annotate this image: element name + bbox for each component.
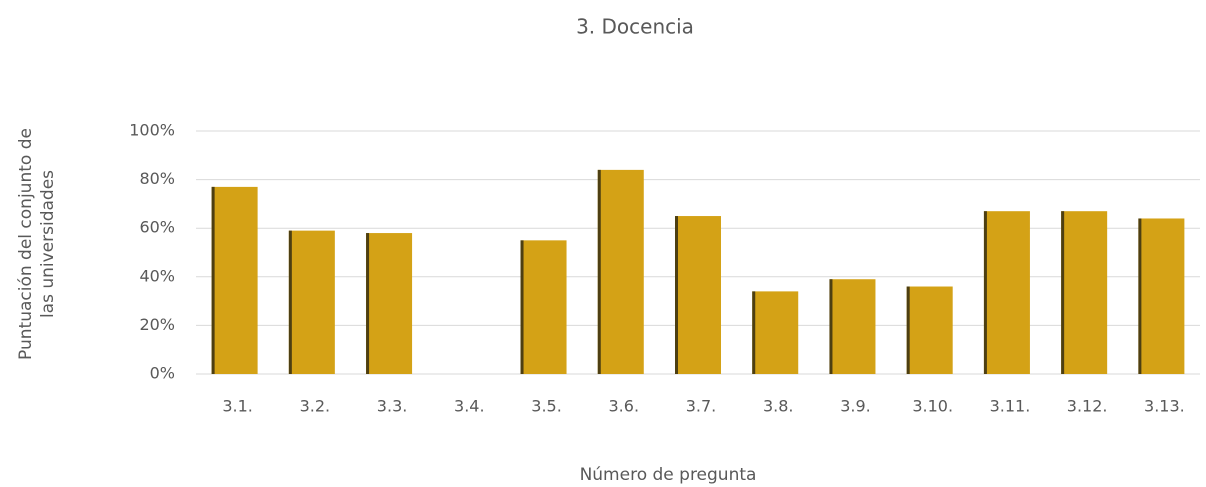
y-tick-label: 60% xyxy=(139,218,175,237)
bar xyxy=(675,216,721,374)
y-axis-label: Puntuación del conjunto de las universid… xyxy=(16,128,58,360)
bar xyxy=(520,240,567,374)
x-tick-label: 3.1. xyxy=(222,397,253,416)
y-tick-label: 80% xyxy=(139,169,175,188)
x-tick-label: 3.5. xyxy=(531,397,562,416)
bar xyxy=(752,291,799,374)
bar-edge xyxy=(983,211,987,374)
bar-group xyxy=(752,291,799,374)
chart-title: 3. Docencia xyxy=(576,15,694,39)
bar-group xyxy=(288,230,335,374)
x-tick-label: 3.3. xyxy=(377,397,408,416)
bar xyxy=(1138,218,1185,374)
bar xyxy=(1061,211,1108,374)
bar-group xyxy=(675,216,721,374)
bar xyxy=(829,279,876,374)
bar-group xyxy=(1138,218,1185,374)
bar-edge xyxy=(520,240,524,374)
bar xyxy=(983,211,1030,374)
x-tick-label: 3.2. xyxy=(300,397,331,416)
bar-edge xyxy=(597,169,601,374)
y-tick-label: 100% xyxy=(129,121,175,140)
bar-group xyxy=(597,169,644,374)
bar-edge xyxy=(366,233,370,374)
bar xyxy=(597,169,644,374)
bar-edge xyxy=(288,230,292,374)
x-tick-label: 3.11. xyxy=(990,397,1031,416)
bar-edge xyxy=(1061,211,1065,374)
bar-edge xyxy=(829,279,833,374)
bar-group xyxy=(366,233,413,374)
x-tick-label: 3.10. xyxy=(912,397,953,416)
bar-edge xyxy=(1138,218,1142,374)
y-tick-label: 0% xyxy=(150,364,175,383)
x-tick-label: 3.12. xyxy=(1067,397,1108,416)
bar-group xyxy=(906,286,953,374)
bar-edge xyxy=(211,186,215,374)
bar-group xyxy=(829,279,876,374)
bar-edge xyxy=(752,291,756,374)
x-tick-label: 3.7. xyxy=(686,397,717,416)
x-tick-label: 3.6. xyxy=(609,397,640,416)
bar-edge xyxy=(675,216,678,374)
x-tick-label: 3.8. xyxy=(763,397,794,416)
bar-group xyxy=(211,186,258,374)
x-tick-label: 3.13. xyxy=(1144,397,1185,416)
bar-group xyxy=(1061,211,1108,374)
bar-group xyxy=(520,240,567,374)
x-tick-label: 3.9. xyxy=(840,397,871,416)
bar xyxy=(288,230,335,374)
x-tick-label: 3.4. xyxy=(454,397,485,416)
x-axis-label: Número de pregunta xyxy=(580,465,757,485)
y-tick-label: 40% xyxy=(139,266,175,285)
bar xyxy=(211,186,258,374)
bar xyxy=(906,286,953,374)
y-tick-label: 20% xyxy=(139,315,175,334)
bar-edge xyxy=(906,286,910,374)
bar xyxy=(366,233,413,374)
bar-group xyxy=(983,211,1030,374)
